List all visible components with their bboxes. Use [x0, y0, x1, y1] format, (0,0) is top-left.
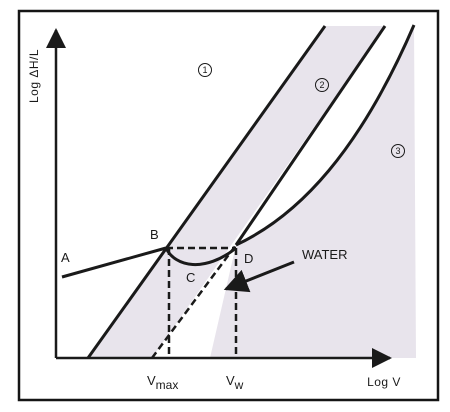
x-axis-label: Log V [367, 375, 401, 389]
laminar-boundary-line [86, 25, 327, 359]
line-ab [61, 246, 167, 279]
region-1-marker: 1 [198, 63, 212, 77]
point-d-label: D [244, 251, 253, 266]
point-a-label: A [61, 250, 70, 265]
water-line-lower [150, 244, 238, 359]
vw-sub: w [234, 378, 244, 392]
region-2-label: 2 [319, 80, 324, 90]
point-c-label: C [186, 270, 195, 285]
vw-tick-label: Vw [226, 373, 244, 392]
upper-curve [235, 24, 416, 247]
region-2-shade [88, 26, 385, 358]
turbulent-boundary-line [234, 25, 387, 246]
vmax-main: V [147, 373, 156, 388]
vw-main: V [226, 373, 235, 388]
point-b-label: B [150, 227, 159, 242]
water-arrow [223, 260, 295, 293]
vmax-tick-label: Vmax [147, 373, 178, 392]
vmax-sub: max [156, 378, 179, 392]
region-3-label: 3 [395, 146, 400, 156]
water-label: WATER [302, 247, 348, 262]
region-3-marker: 3 [391, 144, 405, 158]
region-2-marker: 2 [315, 78, 329, 92]
outer-frame [17, 9, 440, 402]
y-axis-label: Log ΔH/L [27, 49, 41, 103]
region-1-label: 1 [202, 65, 207, 75]
